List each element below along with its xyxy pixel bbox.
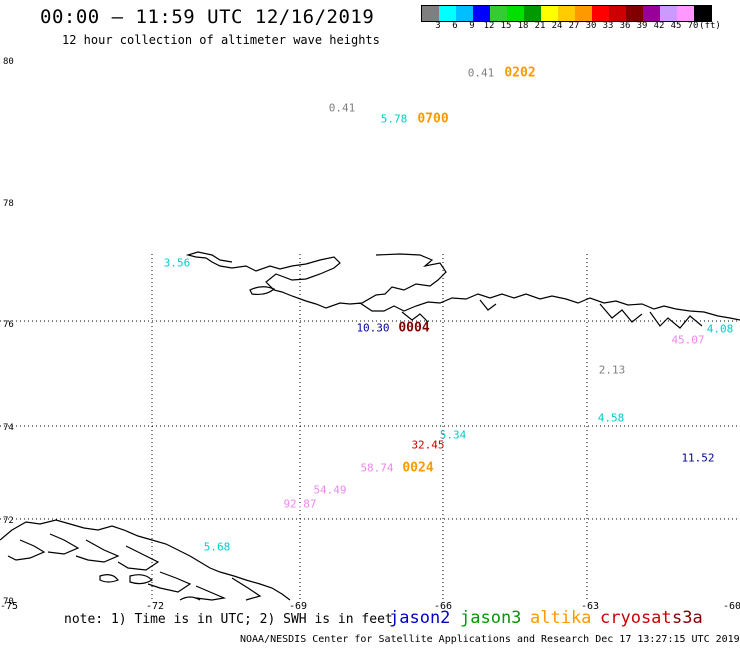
page-title: 00:00 – 11:59 UTC 12/16/2019 xyxy=(40,6,375,28)
longitude-label: -63 xyxy=(580,601,600,612)
colorbar-swatch xyxy=(643,6,660,21)
wave-height-value: 10.30 xyxy=(356,321,390,335)
inlet-1 xyxy=(401,311,429,323)
footer-credit: NOAA/NESDIS Center for Satellite Applica… xyxy=(240,634,740,645)
colorbar-label: 70 xyxy=(687,21,699,31)
legend-entry-jason2: jason2 xyxy=(389,608,451,628)
wave-height-value: 4.58 xyxy=(597,411,625,425)
pass-time-label: 0024 xyxy=(402,460,434,476)
island-1 xyxy=(129,574,153,585)
longitude-label: -66 xyxy=(433,601,453,612)
colorbar-label: 21 xyxy=(534,21,546,31)
longitude-label: -60 xyxy=(722,601,740,612)
colorbar-label: 30 xyxy=(585,21,597,31)
fjord-5 xyxy=(147,571,192,593)
colorbar-label: 45 xyxy=(670,21,682,31)
page-subtitle: 12 hour collection of altimeter wave hei… xyxy=(62,33,380,47)
latitude-label: 70 xyxy=(3,597,14,607)
wave-height-value: 92.87 xyxy=(283,497,317,511)
wave-height-value: 58.74 xyxy=(360,461,394,475)
wave-height-value: 3.56 xyxy=(163,256,191,270)
colorbar-label: 39 xyxy=(636,21,648,31)
colorbar-label: 12 xyxy=(483,21,495,31)
colorbar-swatch xyxy=(456,6,473,21)
island-ellipse xyxy=(249,286,276,296)
fjord-6 xyxy=(195,585,227,601)
fjord-7 xyxy=(231,577,262,601)
latitude-label: 80 xyxy=(3,57,14,67)
latitude-label: 74 xyxy=(3,423,14,433)
colorbar-label: 33 xyxy=(602,21,614,31)
coastline xyxy=(0,251,740,601)
colorbar-label: (ft) xyxy=(699,21,721,31)
colorbar-label: 9 xyxy=(469,21,475,31)
colorbar-swatch xyxy=(609,6,626,21)
legend-entry-cryosat: cryosat xyxy=(600,608,672,628)
colorbar-label: 27 xyxy=(568,21,580,31)
inlet-3 xyxy=(599,303,643,323)
colorbar-swatch xyxy=(507,6,524,21)
wave-height-value: 45.07 xyxy=(671,333,705,347)
colorbar-label: 18 xyxy=(517,21,529,31)
fjord-4 xyxy=(117,545,160,571)
fjord-1 xyxy=(7,539,46,561)
fjord-3 xyxy=(75,539,120,563)
colorbar-swatch xyxy=(592,6,609,21)
graticule xyxy=(0,254,740,600)
legend-entry-jason3: jason3 xyxy=(460,608,522,628)
wave-height-value: 5.78 xyxy=(380,112,408,126)
colorbar-swatch xyxy=(626,6,643,21)
wave-height-value: 32.45 xyxy=(411,438,445,452)
colorbar-swatch xyxy=(541,6,558,21)
units-note: note: 1) Time is in UTC; 2) SWH is in fe… xyxy=(64,612,393,627)
wave-height-value: 2.13 xyxy=(598,363,626,377)
wave-height-value: 5.34 xyxy=(439,428,467,442)
colorbar-swatch xyxy=(660,6,677,21)
wave-height-value: 11.52 xyxy=(681,451,715,465)
colorbar-swatch xyxy=(694,6,711,21)
colorbar-label: 24 xyxy=(551,21,563,31)
colorbar-swatch xyxy=(558,6,575,21)
legend-entry-altika: altika xyxy=(530,608,592,628)
island-3 xyxy=(179,596,201,601)
wave-height-value: 5.68 xyxy=(203,540,231,554)
colorbar-swatch xyxy=(439,6,456,21)
colorbar-labels: 3 6 9 12 15 18 21 24 27 30 33 36 39 42 45 70 (ft) xyxy=(421,21,740,35)
colorbar-label: 3 xyxy=(435,21,441,31)
longitude-label: -72 xyxy=(145,601,165,612)
colorbar-label: 6 xyxy=(452,21,458,31)
pass-time-label: 0202 xyxy=(504,65,536,81)
inlet-4 xyxy=(649,311,703,329)
wave-height-value: 0.41 xyxy=(328,101,356,115)
colorbar-label: 15 xyxy=(500,21,512,31)
latitude-label: 78 xyxy=(3,199,14,209)
inlet-2 xyxy=(479,299,497,311)
baffin-coastline xyxy=(0,519,291,601)
colorbar-swatch xyxy=(575,6,592,21)
wave-height-value: 0.41 xyxy=(467,66,495,80)
colorbar-swatch xyxy=(473,6,490,21)
colorbar-swatch xyxy=(422,6,439,21)
legend-entry-s3a: s3a xyxy=(672,608,703,628)
wave-height-colorbar xyxy=(421,5,712,22)
colorbar-label: 42 xyxy=(653,21,665,31)
longitude-label: -75 xyxy=(0,601,19,612)
latitude-label: 72 xyxy=(3,516,14,526)
wave-height-value: 54.49 xyxy=(313,483,347,497)
pass-time-label: 0700 xyxy=(417,111,449,127)
fjord-2 xyxy=(47,533,80,555)
island-2 xyxy=(99,574,119,583)
colorbar-swatch xyxy=(490,6,507,21)
colorbar-swatch xyxy=(524,6,541,21)
latitude-label: 76 xyxy=(3,320,14,330)
longitude-label: -69 xyxy=(288,601,308,612)
colorbar-label: 36 xyxy=(619,21,631,31)
greenland-coastline xyxy=(185,251,740,321)
pass-time-label: 0004 xyxy=(398,320,430,336)
wave-height-value: 4.08 xyxy=(706,322,734,336)
colorbar-swatch xyxy=(677,6,694,21)
